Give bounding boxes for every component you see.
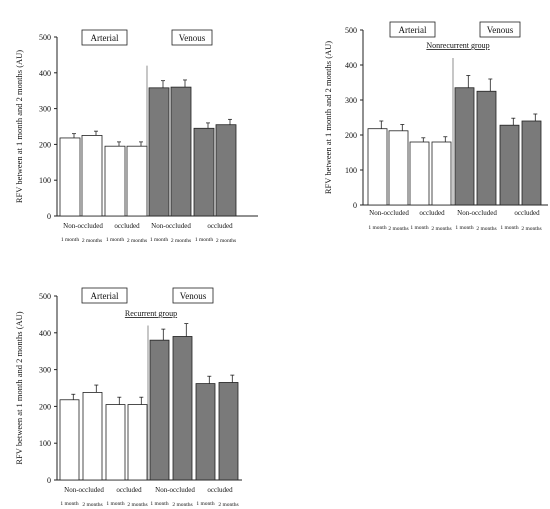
x-tick-label: 2 months bbox=[216, 238, 236, 244]
bar bbox=[126, 145, 148, 217]
y-tick-label: 200 bbox=[345, 131, 357, 140]
y-tick-label: 400 bbox=[39, 329, 51, 338]
x-group-label: Non-occluded bbox=[63, 222, 103, 230]
y-axis-label: RFV between at 1 month and 2 months (AU) bbox=[14, 311, 24, 464]
bar bbox=[193, 127, 215, 217]
y-tick-label: 100 bbox=[345, 166, 357, 175]
x-tick-label: 2 months bbox=[127, 238, 147, 244]
bar bbox=[215, 124, 237, 217]
x-tick-label: 1 month bbox=[195, 237, 213, 243]
bar bbox=[81, 135, 103, 217]
x-tick-label: 1 month bbox=[196, 501, 214, 507]
venous-label: Venous bbox=[179, 33, 206, 43]
arterial-label: Arterial bbox=[91, 291, 119, 301]
arterial-label: Arterial bbox=[91, 33, 119, 43]
y-tick-label: 0 bbox=[353, 201, 357, 210]
arterial-label-box bbox=[81, 29, 128, 46]
x-tick-label: 1 month bbox=[368, 225, 386, 231]
chart-panel-b: 0 100 200 300 400 500 RFV between at 1 month a… bbox=[323, 21, 548, 232]
x-group-label: Non-occluded bbox=[457, 209, 497, 217]
x-tick-label: 2 months bbox=[82, 502, 102, 508]
arterial-label: Arterial bbox=[399, 25, 427, 35]
bar bbox=[172, 336, 193, 481]
venous-label-box bbox=[479, 21, 521, 38]
bar bbox=[104, 145, 126, 217]
x-tick-label: 2 months bbox=[82, 238, 102, 244]
chart-panel-a: 0 100 200 300 400 500 RFV between at 1 month a… bbox=[14, 29, 258, 244]
bar bbox=[127, 404, 148, 481]
chart-subtitle: Nonrecurrent group bbox=[426, 41, 489, 50]
bar bbox=[367, 128, 388, 206]
x-group-label: Non-occluded bbox=[155, 486, 195, 494]
x-group-label: Non-occluded bbox=[151, 222, 191, 230]
venous-label-box bbox=[171, 29, 213, 46]
bar bbox=[218, 382, 239, 481]
x-tick-label: 2 months bbox=[218, 502, 238, 508]
bar bbox=[454, 87, 475, 206]
chart-subtitle: Recurrent group bbox=[125, 309, 177, 318]
y-tick-label: 300 bbox=[39, 105, 51, 114]
bar bbox=[82, 392, 103, 481]
bar bbox=[195, 383, 216, 481]
x-tick-label: 1 month bbox=[106, 501, 124, 507]
venous-label-box bbox=[172, 287, 214, 304]
x-tick-label: 1 month bbox=[60, 501, 78, 507]
x-group-label: occluded bbox=[207, 486, 233, 494]
x-tick-label: 1 month bbox=[106, 237, 124, 243]
x-group-label: occluded bbox=[419, 209, 445, 217]
y-axis-label: RFV between at 1 month and 2 months (AU) bbox=[323, 41, 333, 194]
venous-label: Venous bbox=[487, 25, 514, 35]
bar bbox=[499, 124, 520, 206]
x-group-label: occluded bbox=[514, 209, 540, 217]
x-tick-label: 2 months bbox=[388, 226, 408, 232]
bar bbox=[388, 130, 409, 206]
x-group-label: Non-occluded bbox=[64, 486, 104, 494]
bar bbox=[521, 120, 542, 206]
bar bbox=[170, 86, 192, 217]
chart-panel-c: 0 100 200 300 400 500 RFV between at 1 month a… bbox=[14, 287, 242, 508]
x-group-label: Non-occluded bbox=[369, 209, 409, 217]
bar bbox=[409, 141, 430, 206]
x-tick-label: 2 months bbox=[127, 502, 147, 508]
y-tick-label: 300 bbox=[345, 96, 357, 105]
x-tick-label: 2 months bbox=[171, 238, 191, 244]
y-tick-label: 0 bbox=[47, 476, 51, 485]
y-tick-label: 500 bbox=[345, 26, 357, 35]
bar bbox=[149, 339, 170, 481]
y-tick-label: 400 bbox=[345, 61, 357, 70]
x-group-label: occluded bbox=[116, 486, 142, 494]
x-group-label: occluded bbox=[207, 222, 233, 230]
bar bbox=[59, 137, 81, 217]
arterial-label-box bbox=[389, 21, 436, 38]
x-tick-label: 2 months bbox=[521, 226, 541, 232]
x-tick-label: 1 month bbox=[150, 237, 168, 243]
y-axis-label: RFV between at 1 month and 2 months (AU) bbox=[14, 50, 24, 203]
x-tick-label: 2 months bbox=[431, 226, 451, 232]
y-tick-label: 200 bbox=[39, 402, 51, 411]
x-tick-label: 1 month bbox=[500, 225, 518, 231]
arterial-label-box bbox=[81, 287, 128, 304]
y-tick-label: 100 bbox=[39, 176, 51, 185]
x-group-label: occluded bbox=[114, 222, 140, 230]
bar bbox=[148, 87, 170, 217]
y-tick-label: 200 bbox=[39, 140, 51, 149]
bar bbox=[59, 399, 80, 481]
x-tick-label: 1 month bbox=[61, 237, 79, 243]
y-tick-label: 0 bbox=[47, 212, 51, 221]
x-tick-label: 2 months bbox=[476, 226, 496, 232]
bar bbox=[431, 141, 452, 206]
y-tick-label: 300 bbox=[39, 366, 51, 375]
y-tick-label: 500 bbox=[39, 33, 51, 42]
y-tick-label: 400 bbox=[39, 69, 51, 78]
x-tick-label: 1 month bbox=[150, 501, 168, 507]
y-tick-label: 100 bbox=[39, 439, 51, 448]
y-tick-label: 500 bbox=[39, 292, 51, 301]
x-tick-label: 1 month bbox=[455, 225, 473, 231]
venous-label: Venous bbox=[180, 291, 207, 301]
bar bbox=[476, 90, 497, 206]
bar bbox=[105, 404, 126, 481]
x-tick-label: 1 month bbox=[410, 225, 428, 231]
x-tick-label: 2 months bbox=[172, 502, 192, 508]
